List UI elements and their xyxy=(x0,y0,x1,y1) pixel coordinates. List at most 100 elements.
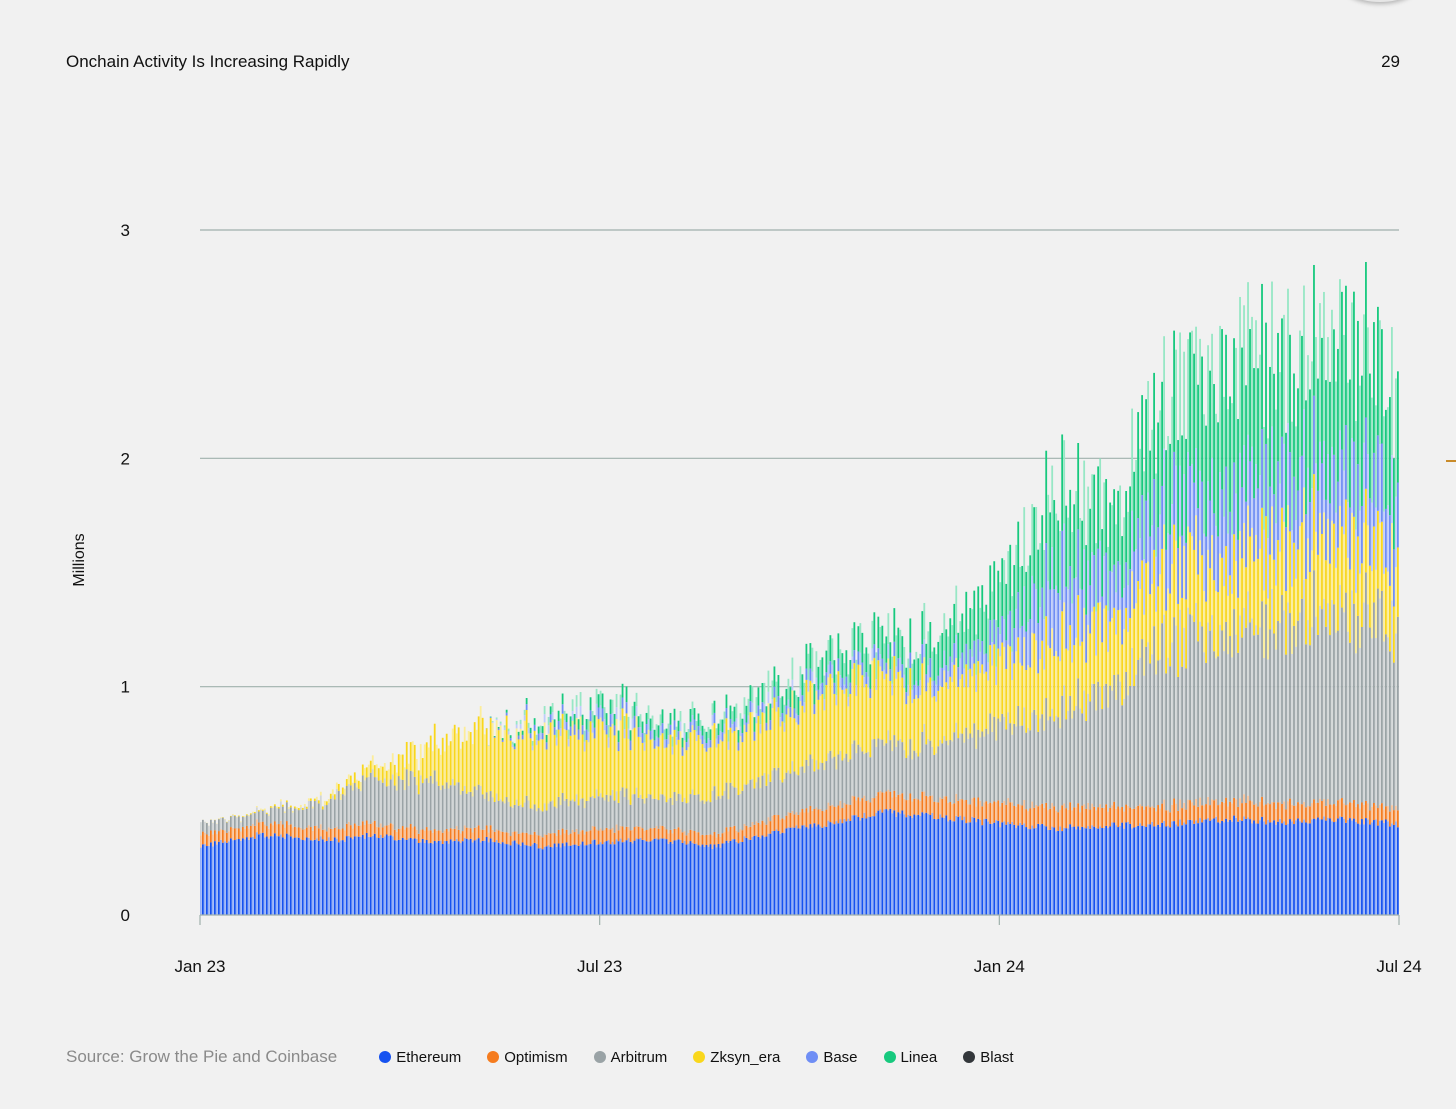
bar-segment xyxy=(1117,610,1120,675)
bar-segment xyxy=(1341,816,1343,915)
bar-segment xyxy=(1389,826,1391,915)
bar-segment xyxy=(379,780,382,824)
bar-segment xyxy=(485,792,488,826)
bar-segment xyxy=(931,651,934,682)
bar-segment xyxy=(1257,823,1259,915)
bar-segment xyxy=(1225,466,1227,547)
bar-segment xyxy=(953,732,956,804)
bar-segment xyxy=(1289,798,1291,820)
bar-segment xyxy=(1387,407,1389,506)
bar-segment xyxy=(753,824,756,836)
bar-segment xyxy=(917,799,920,815)
bar-segment xyxy=(341,828,344,841)
bar-segment xyxy=(1047,720,1050,811)
bar-segment xyxy=(1175,465,1177,541)
bar-segment xyxy=(1361,375,1363,506)
bar-segment xyxy=(763,836,766,915)
legend-swatch xyxy=(379,1051,392,1063)
bar-segment xyxy=(1043,550,1046,620)
bar-segment xyxy=(1193,549,1195,622)
bar-segment xyxy=(1199,470,1201,541)
bar-segment xyxy=(493,736,496,738)
bar-segment xyxy=(239,821,242,823)
bar-segment xyxy=(373,820,376,834)
bar-segment xyxy=(371,822,374,836)
bar-segment xyxy=(1203,652,1205,806)
bar-segment xyxy=(939,739,942,798)
bar-segment xyxy=(807,828,810,915)
bar-segment xyxy=(357,836,360,915)
bar-segment xyxy=(1027,565,1030,623)
bar-segment xyxy=(319,836,322,915)
bar-segment xyxy=(217,819,220,832)
bar-segment xyxy=(1177,810,1179,827)
bar-segment xyxy=(1063,803,1066,828)
bar-segment xyxy=(1343,818,1345,915)
bar-segment xyxy=(1141,395,1144,496)
bar-segment xyxy=(507,801,510,833)
bar-segment xyxy=(1301,522,1303,599)
bar-segment xyxy=(811,758,814,811)
bar-segment xyxy=(1391,805,1393,824)
bar-segment xyxy=(481,794,484,830)
bar-segment xyxy=(1383,416,1385,512)
bar-segment xyxy=(871,648,874,661)
bar-segment xyxy=(335,782,338,789)
bar-segment xyxy=(267,814,270,816)
bar-segment xyxy=(245,837,248,915)
bar-segment xyxy=(715,728,718,739)
bar-segment xyxy=(265,826,268,837)
bar-segment xyxy=(1157,660,1159,806)
bar-segment xyxy=(1183,822,1185,915)
bar-segment xyxy=(691,789,694,831)
bar-segment xyxy=(1189,332,1191,467)
bar-segment xyxy=(591,711,594,723)
bar-segment xyxy=(975,748,978,807)
bar-segment xyxy=(915,680,918,695)
bar-segment xyxy=(1019,822,1022,915)
bar-segment xyxy=(913,659,916,685)
bar-segment xyxy=(599,842,602,915)
bar-segment xyxy=(629,740,632,751)
bar-segment xyxy=(1041,803,1044,824)
bar-segment xyxy=(1143,809,1146,826)
bar-segment xyxy=(1273,802,1275,821)
bar-segment xyxy=(691,830,694,844)
bar-segment xyxy=(1263,590,1265,658)
bar-segment xyxy=(1095,655,1098,711)
bar-segment xyxy=(1277,332,1279,462)
bar-segment xyxy=(871,815,874,915)
bar-segment xyxy=(1049,512,1052,590)
bar-segment xyxy=(1275,409,1277,524)
bar-segment xyxy=(995,820,998,915)
bar-segment xyxy=(415,758,418,786)
bar-segment xyxy=(853,796,856,816)
bar-segment xyxy=(395,840,398,915)
bar-segment xyxy=(667,799,670,834)
bar-segment xyxy=(907,814,910,915)
bar-segment xyxy=(737,843,740,915)
bar-segment xyxy=(1103,685,1106,808)
bar-segment xyxy=(735,718,738,728)
bar-segment xyxy=(525,845,528,915)
bar-segment xyxy=(371,755,374,770)
bar-segment xyxy=(511,841,514,915)
bar-segment xyxy=(301,809,304,830)
bar-segment xyxy=(1165,673,1167,811)
bar-segment xyxy=(977,818,980,915)
bar-segment xyxy=(527,733,530,801)
bar-segment xyxy=(761,775,764,821)
bar-segment xyxy=(1385,567,1387,635)
bar-segment xyxy=(561,843,564,915)
bar-segment xyxy=(833,806,836,825)
bar-segment xyxy=(727,749,730,800)
bar-segment xyxy=(1371,397,1373,503)
bar-segment xyxy=(849,693,852,760)
bar-segment xyxy=(629,841,632,915)
bar-segment xyxy=(1001,822,1004,915)
bar-segment xyxy=(1065,719,1068,809)
bar-segment xyxy=(863,653,866,678)
bar-segment xyxy=(715,847,718,915)
bar-segment xyxy=(607,737,610,748)
bar-segment xyxy=(1047,645,1050,721)
